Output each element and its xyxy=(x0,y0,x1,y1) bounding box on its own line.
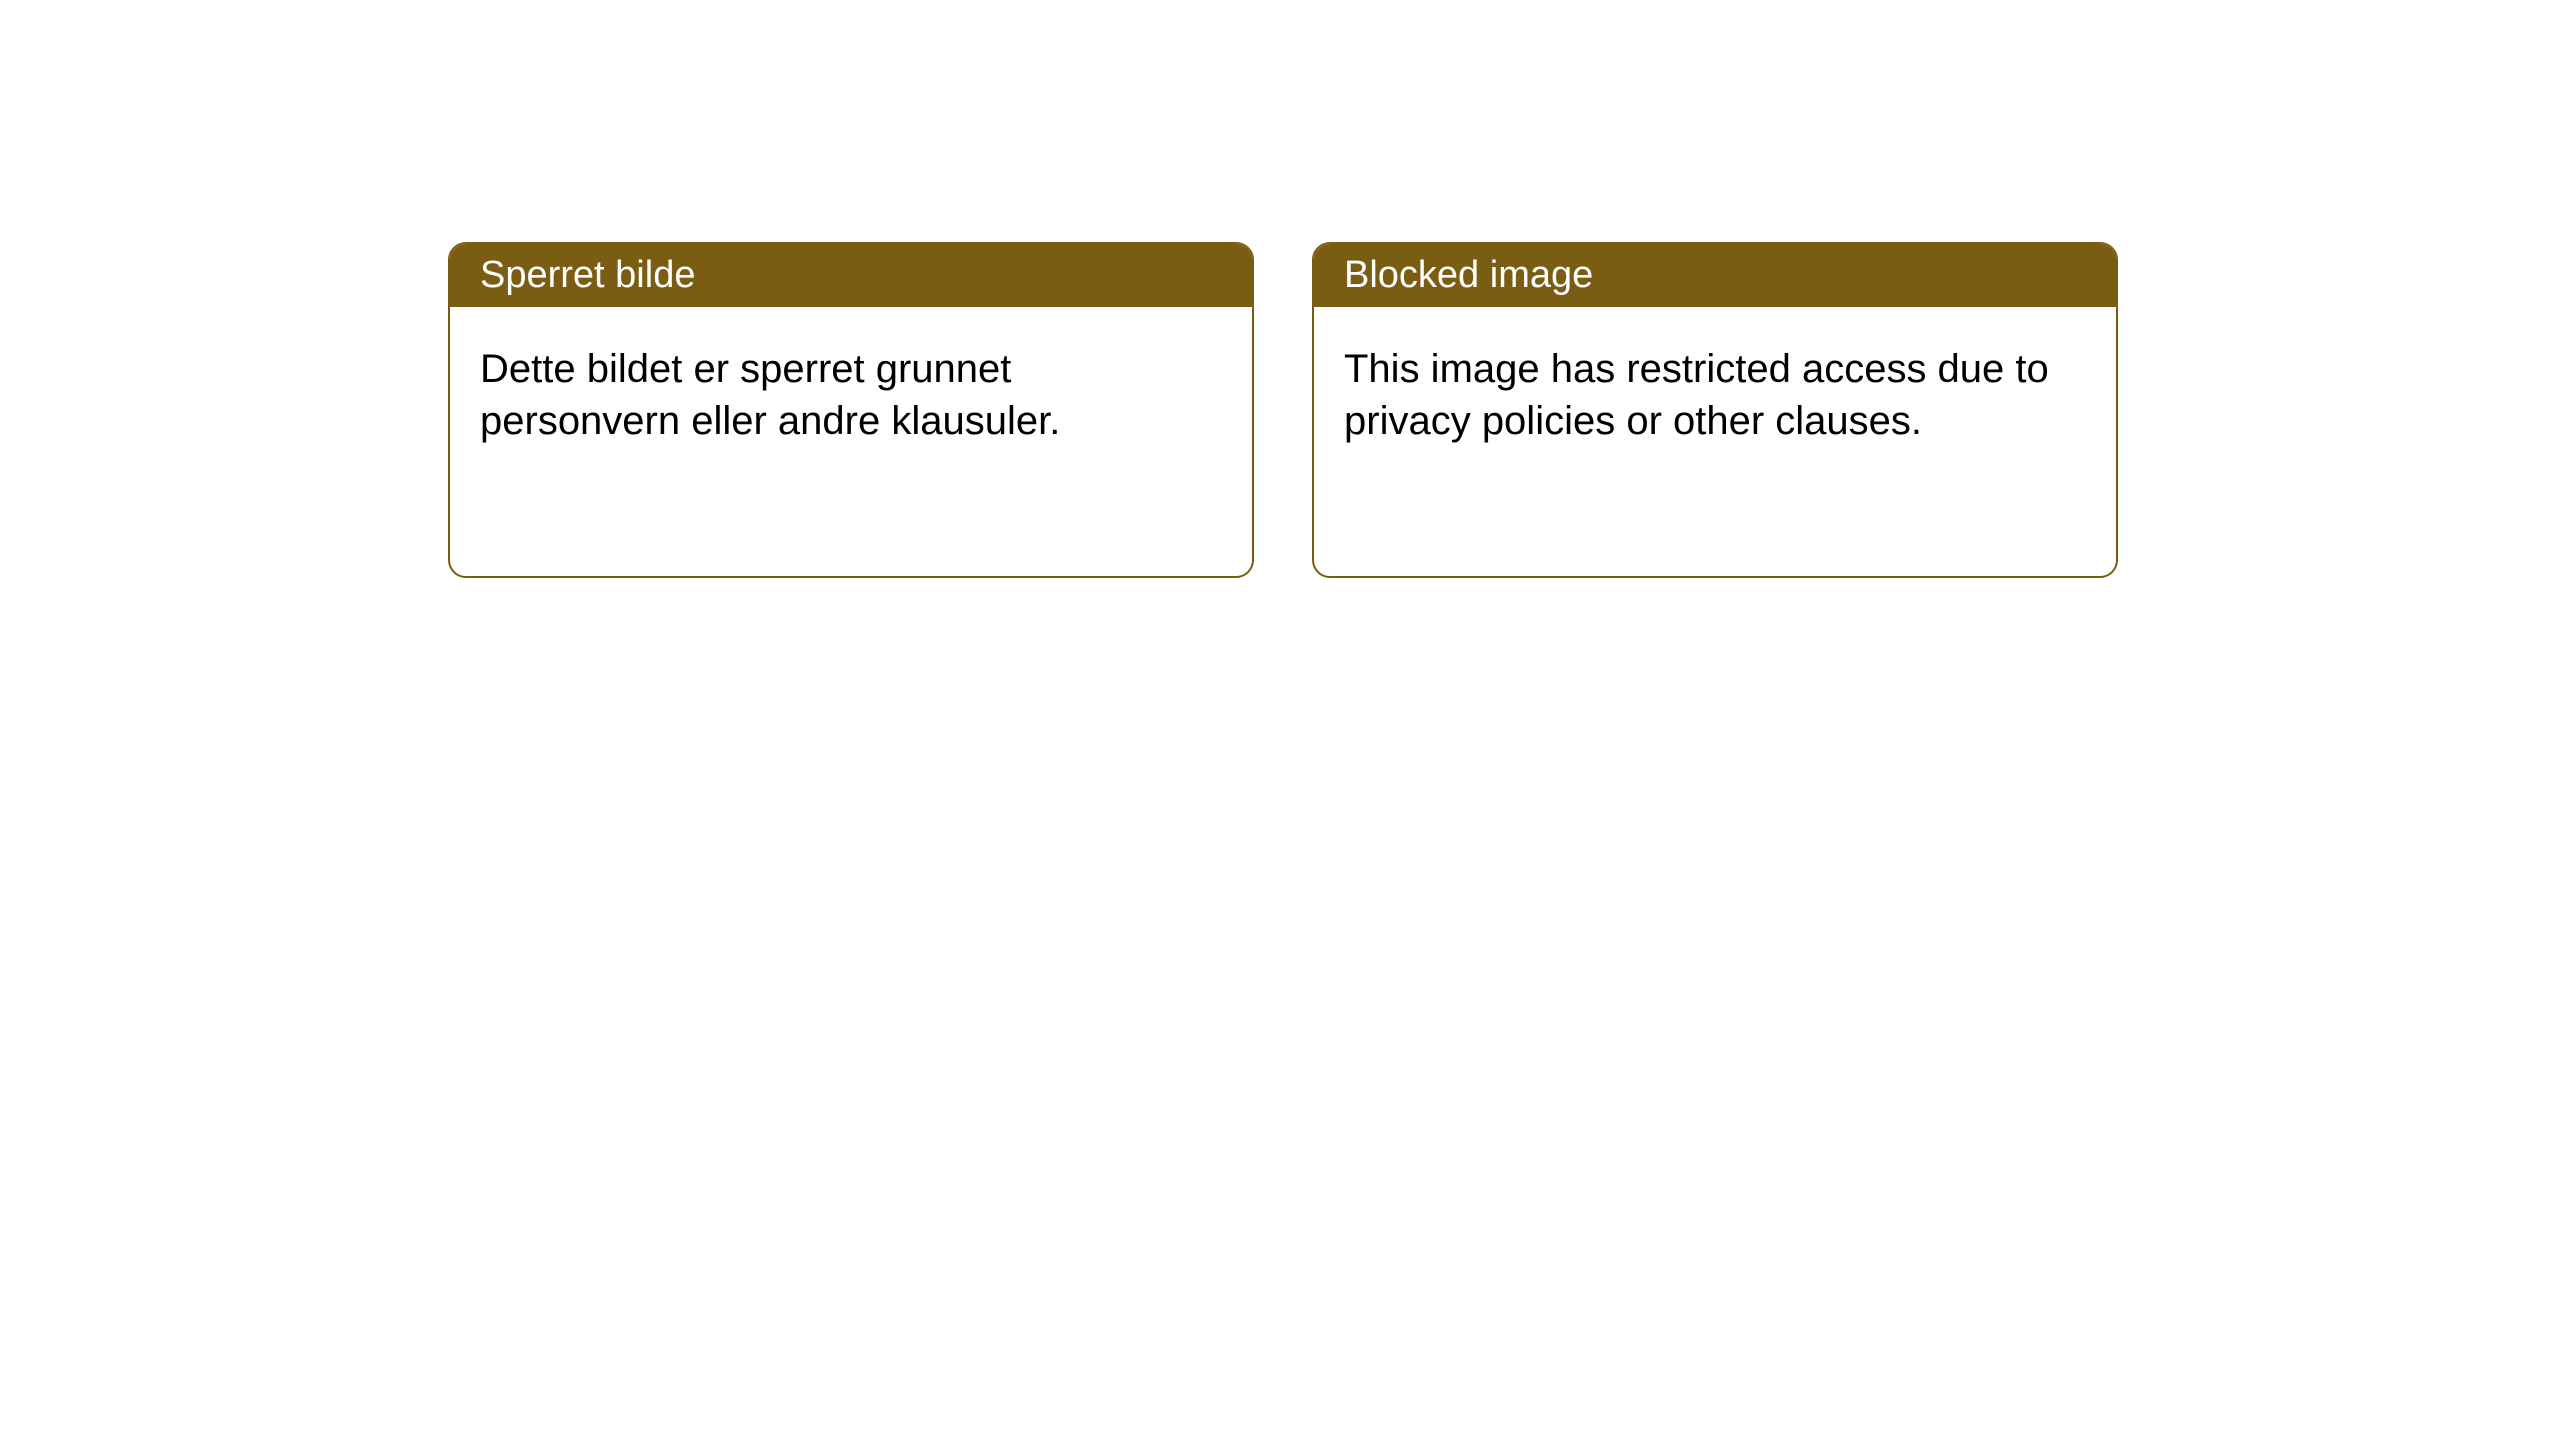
card-body-text: Dette bildet er sperret grunnet personve… xyxy=(480,347,1060,443)
card-header: Blocked image xyxy=(1314,244,2116,307)
blocked-image-card-norwegian: Sperret bilde Dette bildet er sperret gr… xyxy=(448,242,1254,578)
card-title: Blocked image xyxy=(1344,254,1593,296)
blocked-image-card-english: Blocked image This image has restricted … xyxy=(1312,242,2118,578)
card-title: Sperret bilde xyxy=(480,254,695,296)
card-body: This image has restricted access due to … xyxy=(1314,307,2116,483)
notice-container: Sperret bilde Dette bildet er sperret gr… xyxy=(0,0,2560,578)
card-header: Sperret bilde xyxy=(450,244,1252,307)
card-body: Dette bildet er sperret grunnet personve… xyxy=(450,307,1252,483)
card-body-text: This image has restricted access due to … xyxy=(1344,347,2049,443)
